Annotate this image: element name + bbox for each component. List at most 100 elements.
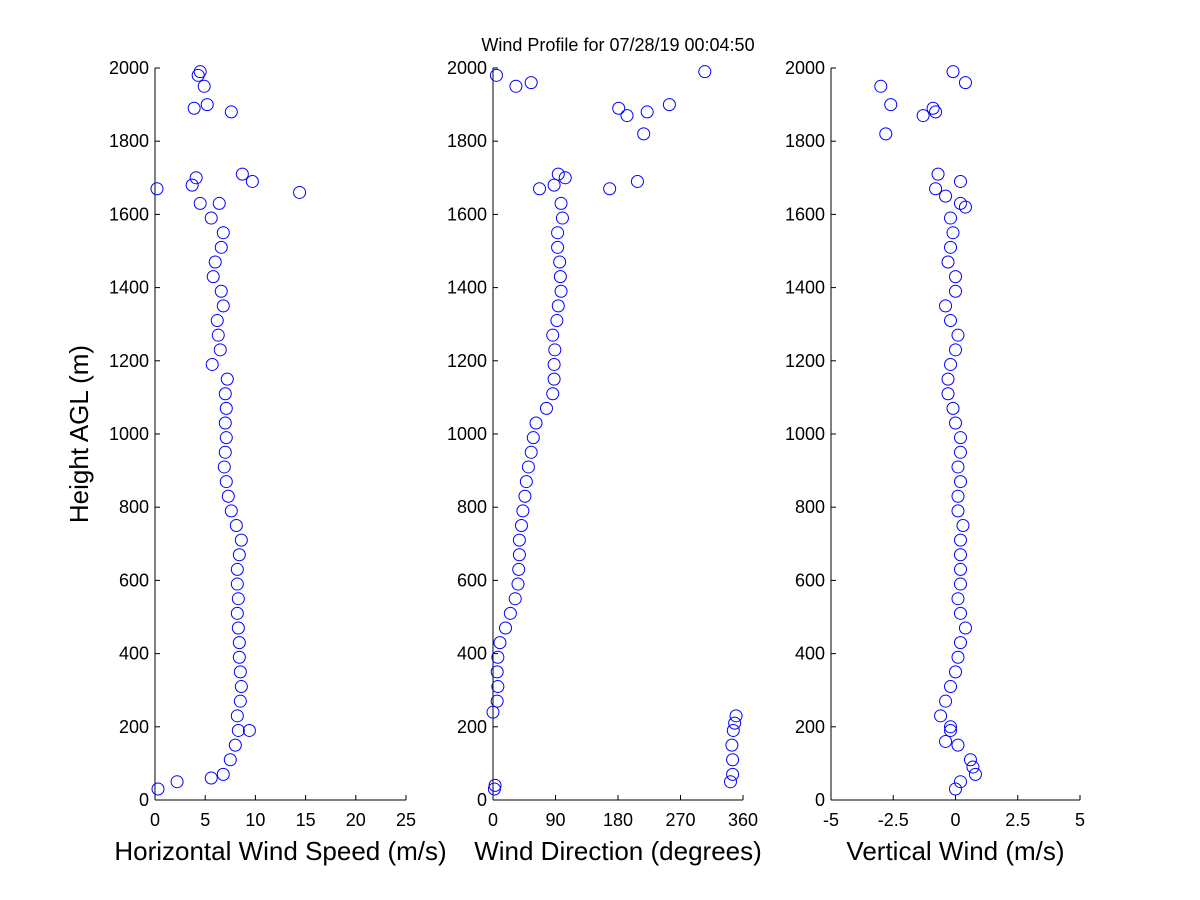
point — [946, 226, 960, 240]
point — [548, 343, 562, 357]
point — [951, 738, 965, 752]
x-tick-label: 90 — [545, 810, 565, 830]
point — [219, 431, 233, 445]
x-axis-label: Vertical Wind (m/s) — [846, 836, 1064, 866]
point — [944, 357, 958, 371]
point — [193, 196, 207, 210]
x-axis-label: Horizontal Wind Speed (m/s) — [114, 836, 446, 866]
point — [612, 101, 626, 115]
point — [512, 533, 526, 547]
point — [949, 665, 962, 679]
point — [218, 416, 232, 430]
point — [489, 68, 503, 82]
y-tick-label: 400 — [457, 644, 487, 664]
point — [185, 178, 199, 192]
point — [951, 650, 965, 664]
point — [232, 548, 246, 562]
point — [229, 519, 243, 532]
point — [944, 720, 958, 734]
point — [953, 548, 967, 562]
y-tick-label: 600 — [119, 570, 149, 590]
y-tick-label: 1800 — [785, 131, 825, 151]
point — [884, 98, 898, 112]
point — [958, 200, 972, 214]
point — [551, 240, 565, 254]
point — [916, 109, 930, 123]
point — [951, 504, 965, 518]
y-axis-label: Height AGL (m) — [64, 345, 94, 523]
point — [949, 270, 962, 284]
point — [217, 460, 231, 474]
y-tick-label: 2000 — [109, 58, 149, 78]
x-tick-label: -2.5 — [878, 810, 909, 830]
point — [951, 328, 965, 342]
y-tick-label: 1400 — [447, 278, 487, 298]
point — [630, 174, 644, 188]
y-tick-label: 1800 — [447, 131, 487, 151]
point — [951, 592, 965, 606]
point — [150, 182, 164, 196]
y-tick-label: 1400 — [785, 278, 825, 298]
point — [551, 299, 565, 313]
point — [966, 760, 980, 774]
y-tick-label: 1400 — [109, 278, 149, 298]
point — [546, 387, 560, 401]
point — [526, 431, 540, 445]
point — [216, 767, 230, 781]
point — [953, 636, 967, 650]
point — [232, 650, 246, 664]
point — [529, 416, 543, 430]
point — [187, 101, 201, 115]
point — [953, 562, 967, 576]
point — [944, 723, 958, 737]
point — [958, 621, 972, 635]
point — [949, 284, 962, 298]
point — [193, 65, 207, 79]
point — [220, 372, 234, 386]
point — [953, 606, 967, 620]
point — [200, 98, 214, 112]
point — [539, 401, 553, 415]
point — [204, 771, 218, 785]
point — [211, 328, 225, 342]
point — [488, 778, 502, 792]
point — [524, 76, 538, 90]
x-tick-label: 25 — [396, 810, 416, 830]
x-tick-label: 15 — [296, 810, 316, 830]
point — [554, 196, 568, 210]
point — [603, 182, 617, 196]
point — [931, 167, 945, 181]
y-tick-label: 800 — [457, 497, 487, 517]
point — [499, 621, 512, 635]
x-tick-label: 20 — [346, 810, 366, 830]
point — [879, 127, 893, 141]
y-tick-label: 600 — [457, 570, 487, 590]
point — [228, 738, 242, 752]
x-tick-label: 0 — [488, 810, 498, 830]
point — [213, 343, 227, 357]
point — [558, 171, 572, 185]
x-tick-label: 5 — [200, 810, 210, 830]
point — [221, 489, 235, 503]
point — [726, 753, 740, 767]
point — [547, 372, 561, 386]
x-axis-label: Wind Direction (degrees) — [474, 836, 762, 866]
point — [486, 705, 500, 719]
point — [519, 475, 533, 489]
y-tick-label: 1200 — [109, 351, 149, 371]
point — [640, 105, 654, 119]
point — [874, 79, 888, 93]
point — [553, 270, 567, 284]
point — [724, 775, 737, 789]
point — [939, 694, 953, 708]
y-tick-label: 1200 — [447, 351, 487, 371]
point — [491, 680, 505, 694]
point — [533, 182, 547, 196]
point — [698, 65, 712, 79]
point — [951, 489, 965, 503]
point — [946, 401, 960, 415]
point — [953, 174, 967, 188]
point — [949, 782, 962, 796]
point — [170, 775, 184, 789]
